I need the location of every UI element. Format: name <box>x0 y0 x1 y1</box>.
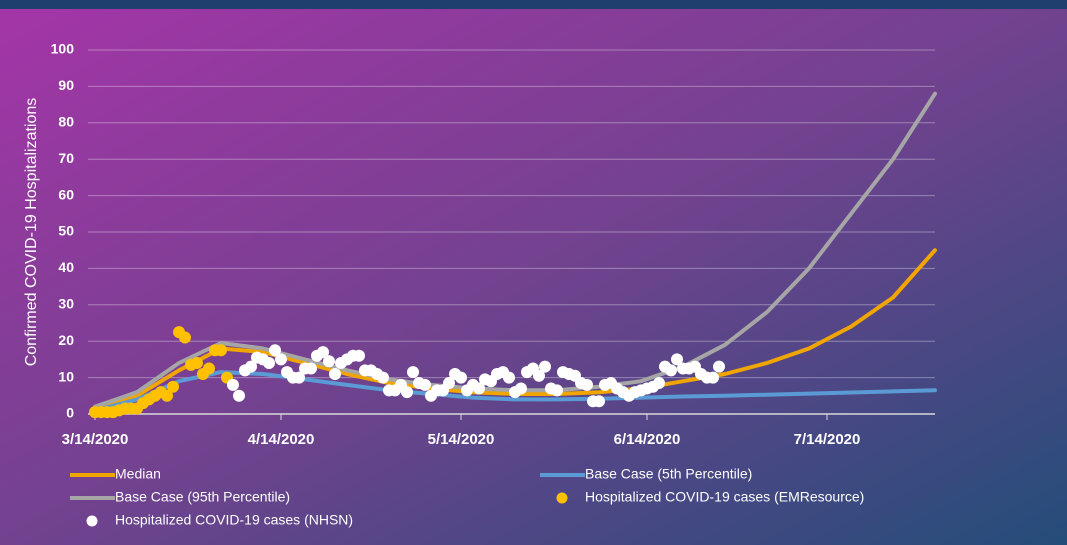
point <box>653 377 665 390</box>
point <box>233 389 245 402</box>
point <box>293 371 305 384</box>
legend-swatch <box>556 492 568 504</box>
point <box>191 357 203 370</box>
point <box>275 353 287 366</box>
point <box>227 378 239 391</box>
y-tick-label: 80 <box>58 114 74 130</box>
y-tick-label: 50 <box>58 223 74 239</box>
legend-label: Hospitalized COVID-19 cases (NHSN) <box>115 512 353 528</box>
point <box>317 346 329 359</box>
y-tick-label: 0 <box>66 405 74 421</box>
point <box>407 366 419 379</box>
y-tick-label: 30 <box>58 296 74 312</box>
y-tick-label: 60 <box>58 186 74 202</box>
point <box>593 395 605 408</box>
point <box>167 380 179 393</box>
x-tick-label: 4/14/2020 <box>248 431 315 448</box>
top-band <box>0 0 1067 9</box>
point <box>329 367 341 380</box>
point <box>377 371 389 384</box>
point <box>353 349 365 362</box>
point <box>161 389 173 402</box>
point <box>401 386 413 399</box>
point <box>671 353 683 366</box>
y-tick-label: 10 <box>58 368 74 384</box>
point <box>263 357 275 370</box>
y-tick-label: 20 <box>58 332 74 348</box>
point <box>581 378 593 391</box>
y-tick-label: 90 <box>58 77 74 93</box>
x-tick-label: 7/14/2020 <box>794 431 861 448</box>
line <box>93 370 937 413</box>
legend-label: Hospitalized COVID-19 cases (EMResource) <box>585 489 864 505</box>
legend-label: Base Case (5th Percentile) <box>585 466 752 482</box>
point <box>665 364 677 377</box>
y-tick-label: 70 <box>58 150 74 166</box>
legend-label: Base Case (95th Percentile) <box>115 489 290 505</box>
point <box>713 360 725 373</box>
x-tick-label: 5/14/2020 <box>428 431 495 448</box>
x-tick-label: 3/14/2020 <box>62 431 129 448</box>
x-tick-label: 6/14/2020 <box>614 431 681 448</box>
legend-label: Median <box>115 466 161 482</box>
point <box>269 344 281 357</box>
point <box>539 360 551 373</box>
point <box>515 382 527 395</box>
point <box>215 344 227 357</box>
point <box>533 369 545 382</box>
point <box>707 371 719 384</box>
point <box>323 355 335 368</box>
legend-swatch <box>86 515 98 527</box>
point <box>305 362 317 375</box>
point <box>179 331 191 344</box>
y-tick-label: 100 <box>51 41 75 57</box>
point <box>245 360 257 373</box>
y-axis-title: Confirmed COVID-19 Hospitalizations <box>23 98 40 367</box>
point <box>455 371 467 384</box>
point <box>419 378 431 391</box>
point <box>503 371 515 384</box>
point <box>203 362 215 375</box>
point <box>551 384 563 397</box>
point <box>473 382 485 395</box>
point <box>443 377 455 390</box>
y-tick-label: 40 <box>58 259 74 275</box>
